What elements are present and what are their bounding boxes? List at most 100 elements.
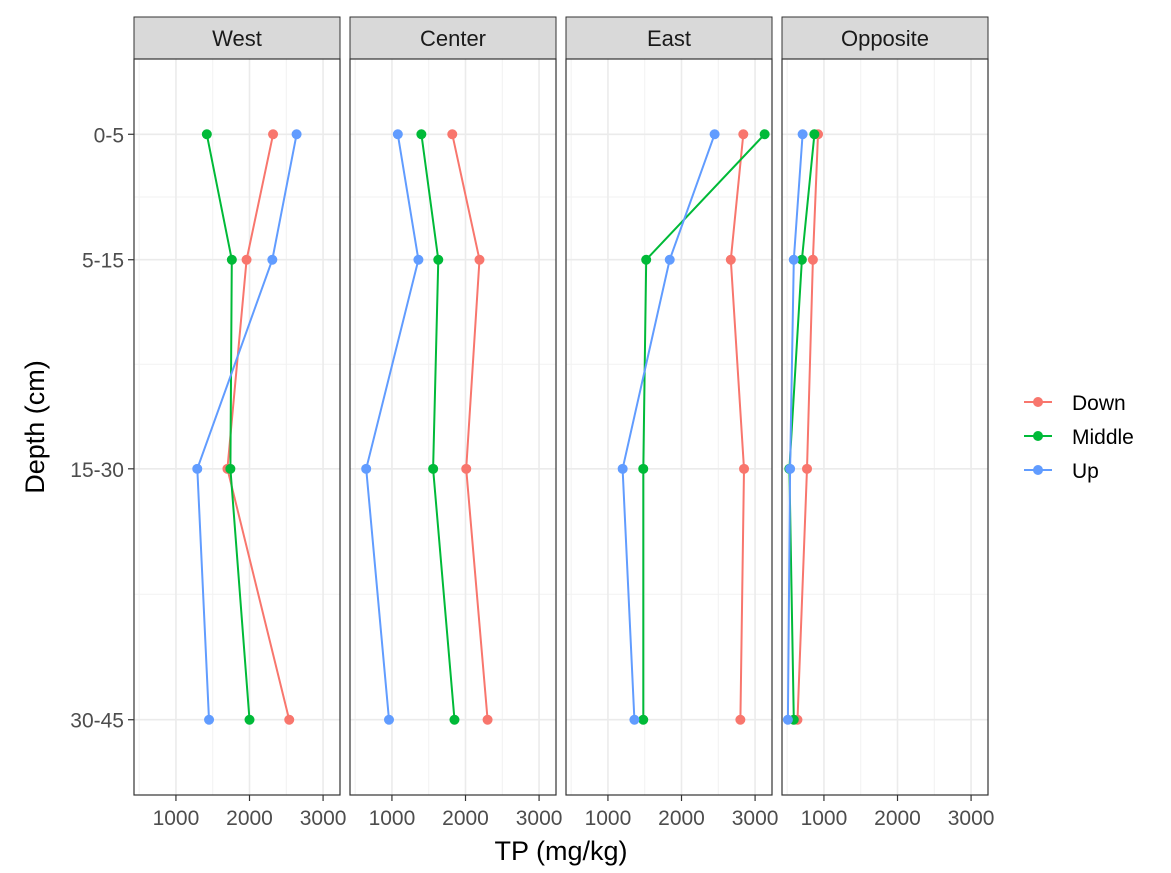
y-tick-label: 30-45 bbox=[70, 710, 124, 733]
x-tick-label: 1000 bbox=[801, 807, 848, 830]
data-point-middle bbox=[226, 254, 237, 265]
data-point-up bbox=[192, 463, 203, 474]
legend-item-middle: Middle bbox=[1024, 426, 1134, 449]
data-point-middle bbox=[416, 129, 427, 140]
data-point-up bbox=[204, 714, 215, 725]
series-line-middle bbox=[642, 133, 766, 720]
legend-key-point bbox=[1033, 465, 1043, 475]
series-line-up bbox=[365, 134, 420, 720]
panel-east: East 1000 2000 3000 bbox=[565, 16, 779, 830]
data-point-up bbox=[788, 254, 799, 265]
x-tick-label: 1000 bbox=[153, 807, 200, 830]
panel-center: Center 1000 2000 3000 bbox=[349, 16, 563, 830]
series-line-down bbox=[729, 134, 746, 720]
data-point-up bbox=[291, 129, 302, 140]
legend-label: Up bbox=[1072, 460, 1099, 483]
data-point-up bbox=[664, 254, 675, 265]
data-point-up bbox=[629, 714, 640, 725]
panel-opposite: Opposite 1000 2000 3000 bbox=[781, 16, 995, 830]
data-point-down bbox=[268, 129, 279, 140]
data-point-up bbox=[361, 463, 372, 474]
data-point-down bbox=[482, 714, 493, 725]
x-tick-label: 1000 bbox=[369, 807, 416, 830]
data-point-middle bbox=[449, 714, 460, 725]
x-tick-label: 2000 bbox=[658, 807, 705, 830]
series-line-up bbox=[621, 133, 716, 720]
axis-layer: TP (mg/kg) Depth (cm) 0-5 5-15 15-30 30-45 bbox=[20, 124, 628, 866]
panel-background bbox=[782, 59, 988, 795]
panel-border bbox=[565, 58, 773, 796]
x-tick-label: 3000 bbox=[732, 807, 779, 830]
data-point-up bbox=[617, 463, 628, 474]
legend: Down Middle Up bbox=[1024, 392, 1134, 483]
data-point-middle bbox=[641, 254, 652, 265]
strip-label: Center bbox=[420, 26, 486, 51]
series-line-down bbox=[796, 134, 819, 720]
series-line-middle bbox=[420, 134, 456, 720]
legend-label: Middle bbox=[1072, 426, 1134, 449]
strip-background bbox=[781, 16, 989, 60]
data-point-down bbox=[474, 254, 485, 265]
data-point-up bbox=[392, 129, 403, 140]
data-point-up bbox=[797, 129, 808, 140]
x-tick-label: 3000 bbox=[516, 807, 563, 830]
strip-background bbox=[565, 16, 773, 60]
data-point-down bbox=[739, 463, 750, 474]
data-point-up bbox=[782, 714, 793, 725]
panel-border bbox=[781, 58, 989, 796]
strip-label: East bbox=[647, 26, 691, 51]
panel-border bbox=[349, 58, 557, 796]
x-tick-label: 1000 bbox=[585, 807, 632, 830]
data-point-up bbox=[383, 714, 394, 725]
series-line-up bbox=[196, 134, 298, 720]
data-point-middle bbox=[638, 714, 649, 725]
panel-west: West 1000 2000 3000 bbox=[133, 16, 347, 830]
series-line-down bbox=[226, 134, 291, 720]
legend-key-point bbox=[1033, 431, 1043, 441]
data-point-down bbox=[807, 254, 818, 265]
data-point-middle bbox=[428, 463, 439, 474]
data-point-down bbox=[735, 714, 746, 725]
panel-background bbox=[134, 59, 340, 795]
y-tick-label: 5-15 bbox=[82, 250, 124, 273]
data-point-down bbox=[284, 714, 295, 725]
legend-item-up: Up bbox=[1024, 460, 1099, 483]
x-axis-title: TP (mg/kg) bbox=[494, 836, 627, 866]
data-point-down bbox=[461, 463, 472, 474]
data-point-middle bbox=[796, 254, 807, 265]
data-point-up bbox=[785, 463, 796, 474]
x-tick-label: 3000 bbox=[300, 807, 347, 830]
y-tick-label: 15-30 bbox=[70, 459, 124, 482]
data-point-middle bbox=[225, 463, 236, 474]
data-point-middle bbox=[638, 463, 649, 474]
data-point-up bbox=[709, 129, 720, 140]
panel-background bbox=[350, 59, 556, 795]
data-point-down bbox=[725, 254, 736, 265]
y-tick-label: 0-5 bbox=[94, 124, 124, 147]
panel-border bbox=[133, 58, 341, 796]
data-point-middle bbox=[759, 129, 770, 140]
x-tick-label: 2000 bbox=[226, 807, 273, 830]
legend-key-point bbox=[1033, 397, 1043, 407]
x-tick-label: 2000 bbox=[442, 807, 489, 830]
panels-layer: West 1000 2000 3000 Center 1000 2000 3000 East 10… bbox=[133, 16, 995, 830]
x-tick-label: 3000 bbox=[948, 807, 995, 830]
strip-label: West bbox=[212, 26, 262, 51]
strip-label: Opposite bbox=[841, 26, 929, 51]
legend-label: Down bbox=[1072, 392, 1126, 415]
data-point-down bbox=[738, 129, 749, 140]
data-point-up bbox=[267, 254, 278, 265]
series-line-middle bbox=[205, 134, 251, 720]
data-point-up bbox=[413, 254, 424, 265]
data-point-middle bbox=[809, 129, 820, 140]
data-point-middle bbox=[201, 129, 212, 140]
data-point-down bbox=[241, 254, 252, 265]
series-line-up bbox=[786, 134, 804, 720]
x-tick-label: 2000 bbox=[874, 807, 921, 830]
series-line-middle bbox=[788, 134, 816, 720]
data-point-down bbox=[802, 463, 813, 474]
series-line-down bbox=[451, 134, 489, 720]
y-axis-title: Depth (cm) bbox=[20, 360, 50, 494]
data-point-down bbox=[447, 129, 458, 140]
